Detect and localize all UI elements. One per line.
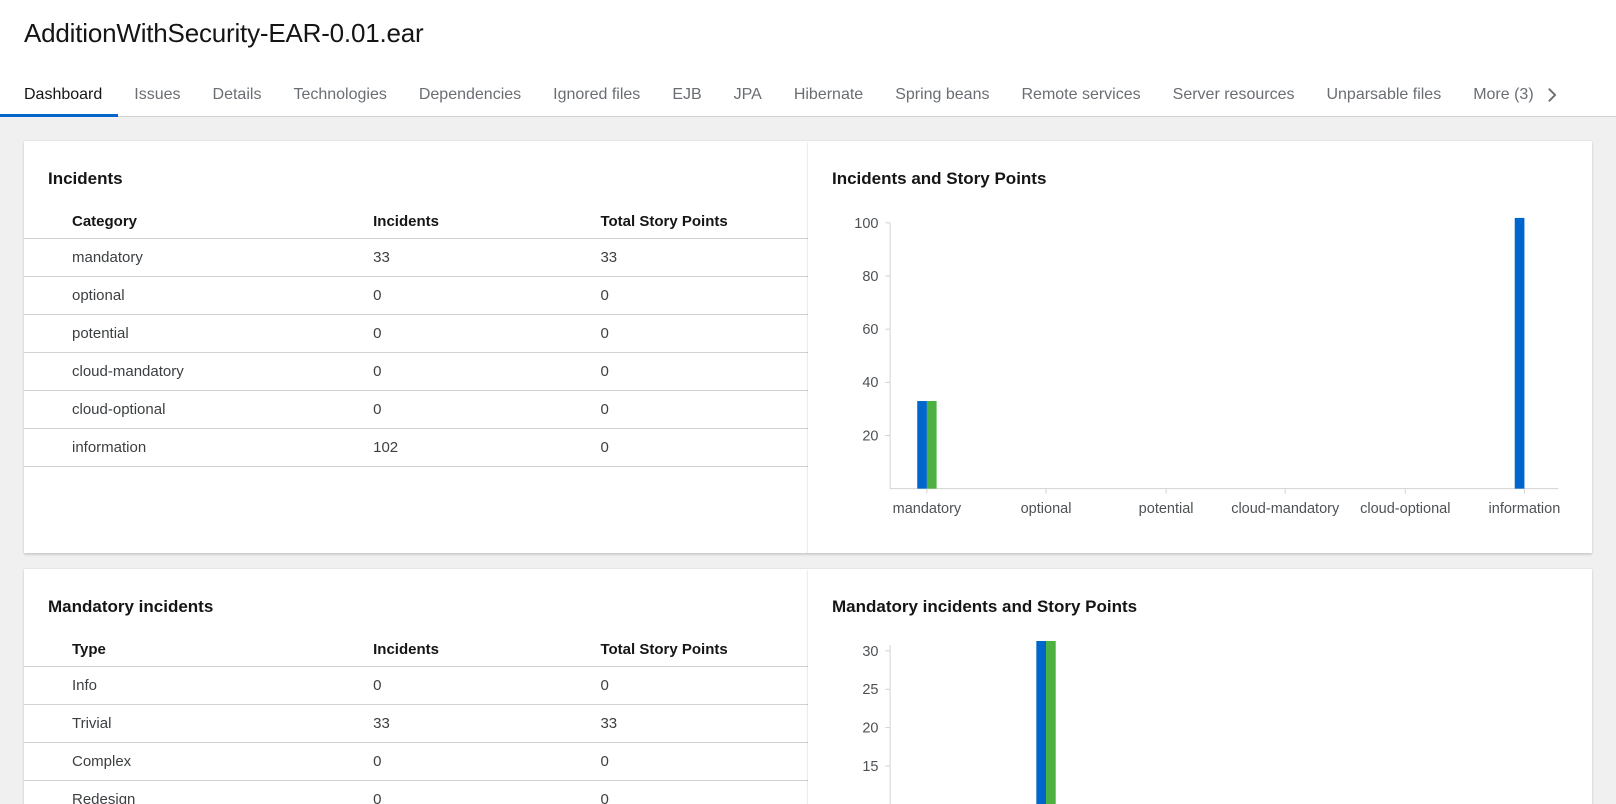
svg-text:optional: optional xyxy=(1021,501,1072,517)
svg-text:information: information xyxy=(1489,501,1561,517)
svg-text:100: 100 xyxy=(854,216,878,232)
svg-text:potential: potential xyxy=(1139,501,1194,517)
svg-text:40: 40 xyxy=(862,375,878,391)
svg-text:60: 60 xyxy=(862,322,878,338)
svg-text:15: 15 xyxy=(862,759,878,775)
svg-text:cloud-optional: cloud-optional xyxy=(1360,501,1450,517)
svg-text:20: 20 xyxy=(862,720,878,736)
svg-text:20: 20 xyxy=(862,428,878,444)
svg-text:mandatory: mandatory xyxy=(893,501,962,517)
svg-text:cloud-mandatory: cloud-mandatory xyxy=(1231,501,1340,517)
svg-text:25: 25 xyxy=(862,682,878,698)
svg-text:80: 80 xyxy=(862,269,878,285)
svg-text:30: 30 xyxy=(862,644,878,660)
